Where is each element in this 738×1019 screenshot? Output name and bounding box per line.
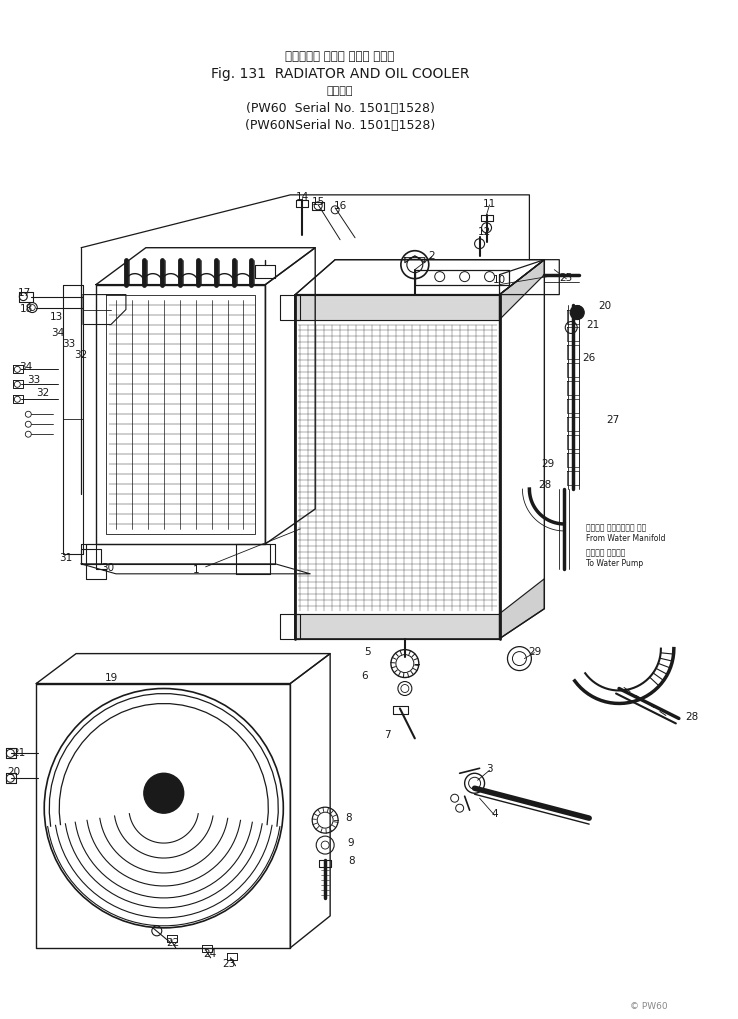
Text: 2: 2 <box>429 251 435 261</box>
Text: 13: 13 <box>49 311 63 321</box>
Text: 14: 14 <box>296 192 309 202</box>
Text: 16: 16 <box>334 201 347 211</box>
Text: 6: 6 <box>362 669 368 680</box>
Text: 15: 15 <box>311 197 325 207</box>
Text: 20: 20 <box>7 766 20 776</box>
Text: 26: 26 <box>582 353 596 363</box>
Text: 17: 17 <box>18 287 31 298</box>
Text: 31: 31 <box>60 552 73 562</box>
Text: 9: 9 <box>348 838 354 847</box>
Text: 21: 21 <box>13 748 26 757</box>
Text: 10: 10 <box>493 274 506 284</box>
Text: 11: 11 <box>483 199 496 209</box>
Text: 8: 8 <box>345 812 351 822</box>
Text: (PW60  Serial No. 1501～1528): (PW60 Serial No. 1501～1528) <box>246 102 435 114</box>
Text: 27: 27 <box>607 415 620 425</box>
Text: 24: 24 <box>203 948 216 958</box>
Text: 28: 28 <box>685 711 698 721</box>
Circle shape <box>144 773 184 813</box>
Text: ウォータ ポンプへ
To Water Pump: ウォータ ポンプへ To Water Pump <box>586 547 644 567</box>
Text: 4: 4 <box>492 808 498 818</box>
Text: Fig. 131  RADIATOR AND OIL COOLER: Fig. 131 RADIATOR AND OIL COOLER <box>211 67 469 82</box>
Text: 1: 1 <box>193 565 199 575</box>
Text: 28: 28 <box>539 480 552 489</box>
Text: 34: 34 <box>18 362 32 372</box>
Polygon shape <box>295 614 500 639</box>
Text: 29: 29 <box>528 646 541 656</box>
Text: 32: 32 <box>75 351 88 360</box>
Text: 3: 3 <box>486 763 493 773</box>
Text: © PW60: © PW60 <box>630 1001 668 1010</box>
Text: 18: 18 <box>20 304 33 313</box>
Text: 33: 33 <box>63 339 76 350</box>
Text: 8: 8 <box>348 855 354 865</box>
Circle shape <box>570 307 584 320</box>
Text: ウォータ マニホールド から
From Water Manifold: ウォータ マニホールド から From Water Manifold <box>586 523 666 542</box>
Text: (PW60NSerial No. 1501～1528): (PW60NSerial No. 1501～1528) <box>245 118 435 131</box>
Text: 32: 32 <box>37 388 50 398</box>
Text: 30: 30 <box>101 562 114 573</box>
Text: 21: 21 <box>587 319 600 329</box>
Polygon shape <box>295 296 500 320</box>
Text: 7: 7 <box>384 730 390 740</box>
Text: 22: 22 <box>166 936 179 947</box>
Text: 適用号機: 適用号機 <box>327 86 354 96</box>
Text: ラジェータ および オイル クーラ: ラジェータ および オイル クーラ <box>286 50 395 63</box>
Text: 23: 23 <box>222 958 235 968</box>
Text: 29: 29 <box>542 459 555 469</box>
Text: 25: 25 <box>559 272 573 282</box>
Text: 33: 33 <box>27 375 41 385</box>
Text: 5: 5 <box>364 646 370 656</box>
Polygon shape <box>500 261 545 320</box>
Text: 19: 19 <box>104 672 117 682</box>
Text: 34: 34 <box>52 328 65 338</box>
Text: 12: 12 <box>478 226 492 236</box>
Polygon shape <box>500 579 545 639</box>
Text: 20: 20 <box>599 301 612 310</box>
